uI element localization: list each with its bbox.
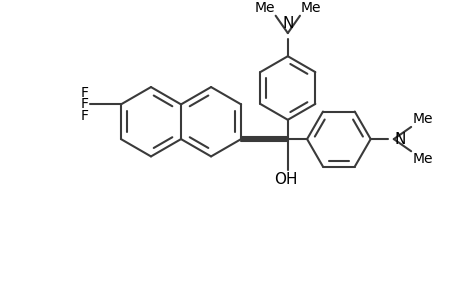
Text: Me: Me (411, 112, 432, 126)
Text: Me: Me (300, 1, 321, 15)
Text: F: F (80, 109, 88, 123)
Text: N: N (281, 16, 293, 31)
Text: Me: Me (411, 152, 432, 166)
Text: F: F (80, 86, 88, 100)
Text: OH: OH (274, 172, 297, 187)
Text: Me: Me (254, 1, 274, 15)
Text: N: N (394, 132, 405, 147)
Text: F: F (80, 98, 88, 111)
